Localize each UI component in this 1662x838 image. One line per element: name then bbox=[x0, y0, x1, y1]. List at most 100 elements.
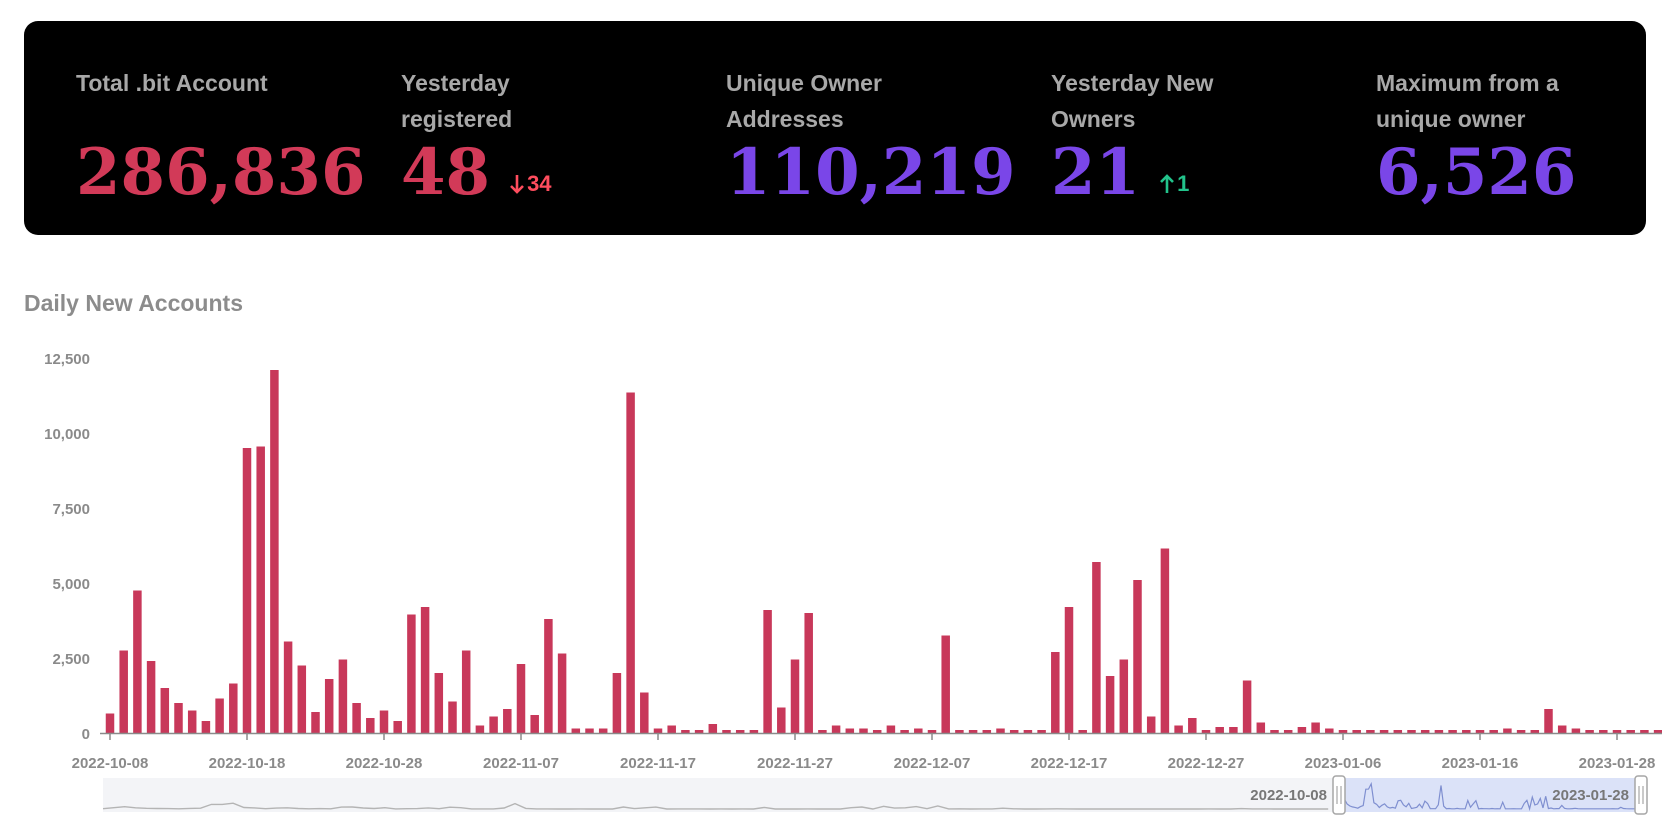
bar[interactable] bbox=[1571, 728, 1581, 734]
bar[interactable] bbox=[1009, 730, 1019, 733]
bar[interactable] bbox=[1174, 725, 1183, 734]
bar[interactable] bbox=[503, 709, 512, 733]
bar[interactable] bbox=[1160, 548, 1170, 734]
bar[interactable] bbox=[831, 725, 841, 734]
bar[interactable] bbox=[1201, 730, 1211, 733]
bar[interactable] bbox=[1366, 730, 1375, 733]
bar[interactable] bbox=[420, 607, 430, 733]
bar[interactable] bbox=[1311, 722, 1320, 734]
bar[interactable] bbox=[105, 713, 115, 734]
bar[interactable] bbox=[1475, 730, 1485, 733]
bar[interactable] bbox=[297, 665, 307, 734]
bar[interactable] bbox=[1557, 725, 1567, 734]
bar[interactable] bbox=[777, 707, 786, 734]
bar[interactable] bbox=[722, 730, 731, 733]
bar[interactable] bbox=[174, 703, 183, 733]
bar[interactable] bbox=[845, 728, 855, 734]
bar[interactable] bbox=[1283, 730, 1293, 733]
bar[interactable] bbox=[1626, 730, 1635, 733]
bar[interactable] bbox=[1037, 730, 1046, 733]
bar[interactable] bbox=[1544, 709, 1553, 733]
bar[interactable] bbox=[941, 635, 950, 734]
bar[interactable] bbox=[1215, 727, 1224, 733]
bar[interactable] bbox=[914, 728, 923, 734]
bar[interactable] bbox=[585, 728, 594, 734]
bar[interactable] bbox=[119, 650, 128, 734]
bar[interactable] bbox=[1105, 676, 1115, 733]
bar[interactable] bbox=[393, 721, 402, 733]
bar[interactable] bbox=[1407, 730, 1416, 733]
zoom-selection[interactable] bbox=[1339, 778, 1645, 812]
bar[interactable] bbox=[1448, 730, 1457, 733]
bar[interactable] bbox=[996, 728, 1005, 734]
bar[interactable] bbox=[434, 673, 444, 733]
bar[interactable] bbox=[1242, 680, 1252, 734]
bar[interactable] bbox=[1297, 727, 1307, 733]
bar[interactable] bbox=[516, 664, 526, 733]
bar[interactable] bbox=[1516, 730, 1526, 733]
bar[interactable] bbox=[270, 370, 279, 733]
bar[interactable] bbox=[1653, 730, 1662, 733]
bar[interactable] bbox=[1092, 562, 1101, 733]
bar[interactable] bbox=[749, 730, 759, 733]
bar[interactable] bbox=[735, 730, 745, 733]
bar[interactable] bbox=[133, 590, 142, 734]
bar[interactable] bbox=[626, 392, 635, 734]
zoom-handle-start[interactable] bbox=[1332, 775, 1346, 815]
bar[interactable] bbox=[530, 715, 539, 733]
bar[interactable] bbox=[968, 730, 978, 733]
bar[interactable] bbox=[886, 725, 896, 734]
bar[interactable] bbox=[982, 730, 992, 733]
zoom-handle-end[interactable] bbox=[1634, 775, 1648, 815]
bar[interactable] bbox=[640, 692, 649, 734]
bar[interactable] bbox=[1229, 727, 1238, 733]
bar[interactable] bbox=[146, 661, 156, 733]
bar[interactable] bbox=[475, 725, 485, 734]
bar[interactable] bbox=[1270, 730, 1279, 733]
bar[interactable] bbox=[790, 659, 800, 734]
bar[interactable] bbox=[1256, 722, 1266, 734]
bar[interactable] bbox=[1599, 730, 1608, 733]
bar[interactable] bbox=[681, 730, 690, 733]
bar[interactable] bbox=[1078, 730, 1087, 733]
bar[interactable] bbox=[667, 725, 676, 734]
bar[interactable] bbox=[1462, 730, 1471, 733]
bar[interactable] bbox=[900, 730, 909, 733]
bar[interactable] bbox=[818, 730, 827, 733]
bar[interactable] bbox=[489, 716, 498, 734]
bar[interactable] bbox=[763, 610, 772, 733]
bar[interactable] bbox=[201, 721, 211, 733]
bar[interactable] bbox=[242, 448, 252, 733]
bar[interactable] bbox=[1325, 728, 1334, 734]
bar[interactable] bbox=[1420, 730, 1430, 733]
bar[interactable] bbox=[1119, 659, 1129, 734]
bar[interactable] bbox=[1133, 580, 1142, 733]
bar[interactable] bbox=[1489, 730, 1498, 733]
bar[interactable] bbox=[557, 653, 567, 734]
bar[interactable] bbox=[955, 730, 964, 733]
bar[interactable] bbox=[1146, 716, 1156, 734]
bar[interactable] bbox=[598, 728, 608, 734]
bar[interactable] bbox=[160, 688, 170, 733]
bar[interactable] bbox=[1503, 728, 1512, 734]
bar[interactable] bbox=[324, 679, 334, 733]
bar[interactable] bbox=[215, 698, 224, 734]
bar[interactable] bbox=[1051, 652, 1060, 733]
bar[interactable] bbox=[1612, 730, 1622, 733]
bar[interactable] bbox=[407, 614, 416, 734]
bar[interactable] bbox=[379, 710, 389, 734]
bar[interactable] bbox=[1064, 607, 1074, 733]
bar[interactable] bbox=[1585, 730, 1594, 733]
bar[interactable] bbox=[352, 703, 361, 733]
bar[interactable] bbox=[1379, 730, 1389, 733]
bar[interactable] bbox=[804, 613, 813, 733]
bar[interactable] bbox=[544, 619, 553, 733]
bar[interactable] bbox=[1434, 730, 1444, 733]
bar[interactable] bbox=[708, 724, 718, 733]
bar[interactable] bbox=[872, 730, 882, 733]
zoom-slider[interactable]: 2022-10-08 2023-01-28 bbox=[102, 775, 1648, 815]
bar[interactable] bbox=[1530, 730, 1540, 733]
bar[interactable] bbox=[256, 446, 265, 734]
bar[interactable] bbox=[612, 673, 622, 733]
bar[interactable] bbox=[694, 730, 704, 733]
